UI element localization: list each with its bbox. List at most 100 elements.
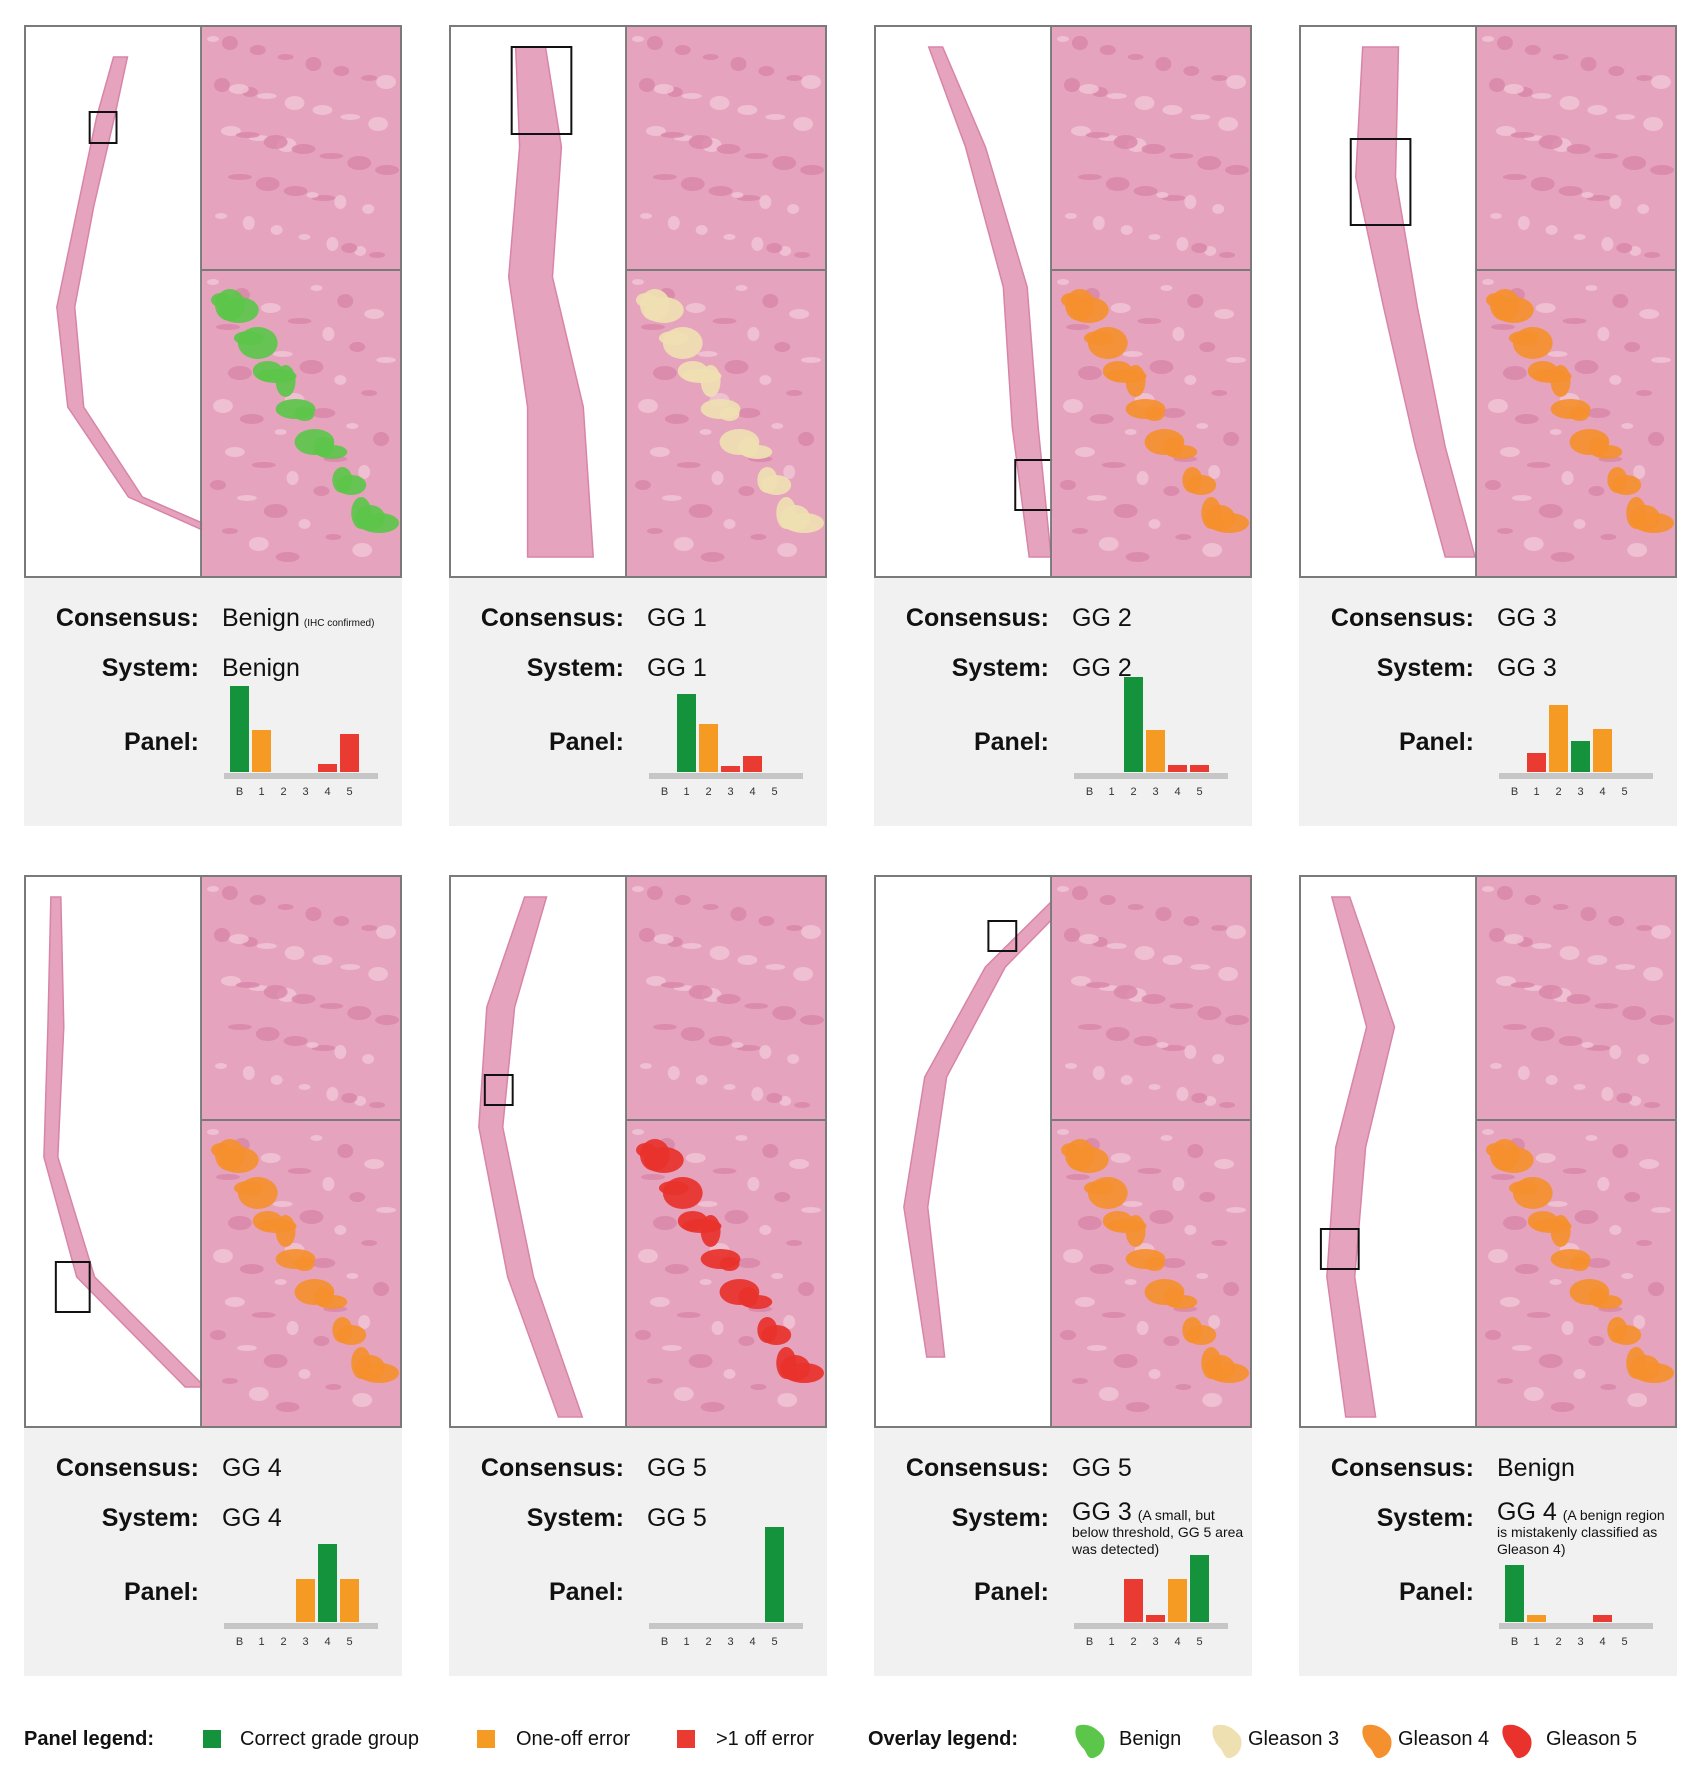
region-box [54,1261,91,1313]
overview-thumbnail [1349,46,1477,558]
tick-label: 3 [1577,1636,1584,1648]
panel-chart: B 1 2 3 4 5 [1499,1523,1653,1648]
overlay-region [1209,513,1250,533]
gleason4-overlay-label: Gleason 4 [1398,1728,1490,1750]
system-value: GG 2 [1072,654,1132,682]
panel-label: Panel: [973,1578,1049,1606]
tick-label: 5 [346,1636,353,1648]
system-value: GG 4 [222,1504,282,1532]
grading-info: Consensus: GG 1 System: GG 1 Panel: B 1 2 3 4 5 [449,578,827,826]
grading-info: Consensus: Benign System: GG 4 (A benign reg… [1299,1428,1677,1676]
overlay-region [317,1295,348,1309]
overlay-region [1569,407,1590,421]
overlay-region [336,475,367,495]
overlay-region [218,1147,259,1173]
tick-label: 5 [1621,1636,1628,1648]
tick-label: 2 [1130,1636,1137,1648]
grading-info: Consensus: Benign (IHC confirmed) System: Be… [24,578,402,826]
consensus-grade: Benign [1497,1454,1575,1482]
gleason5-overlay-label: Gleason 5 [1546,1728,1638,1750]
system-value: GG 3 [1497,654,1557,682]
zoom-overlay-image [202,271,400,576]
tick-label: 1 [1533,786,1540,798]
overlay-region [784,1363,825,1383]
overlay-region [1087,327,1128,359]
tick-label: B [235,786,244,798]
overlay-region [359,513,400,533]
tick-label: 1 [258,786,265,798]
overlay-region [719,407,740,421]
overlay-region [1087,1177,1128,1209]
tick-label: 1 [683,1636,690,1648]
panel-bar-2 [1124,1579,1143,1622]
tick-label: 4 [1599,786,1606,798]
chart-axis [1499,773,1653,779]
consensus-label: Consensus: [480,604,624,632]
overlay-region [1634,513,1675,533]
system-grade: GG 3 [1072,1498,1132,1526]
overlay-region [700,365,721,397]
tick-label: 3 [727,1636,734,1648]
system-note: (A benign region is mistakenly classifie… [1497,1507,1665,1557]
panel-label: Panel: [1398,728,1474,756]
overlay-region [1512,327,1553,359]
gleason3-overlay-icon [1212,1724,1242,1759]
system-value: GG 1 [647,654,707,682]
panel-bar-5 [340,1579,359,1622]
consensus-grade: GG 4 [222,1454,282,1482]
panel-bar-3 [721,766,740,772]
tick-label: 1 [258,1636,265,1648]
panel-bar-1 [1527,1615,1546,1622]
tick-label: 4 [324,1636,331,1648]
zoom-overlay-image [202,1121,400,1426]
slide-images [24,875,402,1428]
zoom-overlay-image [1477,1121,1675,1426]
slide-images [24,25,402,578]
panel-bar-1 [677,694,696,772]
slide-images [449,25,827,578]
one-off-swatch [477,1730,495,1748]
tick-label: 1 [1108,786,1115,798]
overlay-region [317,445,348,459]
chart-axis [1074,773,1228,779]
system-label: System: [526,1504,624,1532]
slide-images [1299,875,1677,1428]
consensus-value: GG 5 [1072,1454,1132,1483]
consensus-label: Consensus: [905,604,1049,632]
system-label: System: [526,654,624,682]
overview-thumbnail [1319,896,1396,1418]
panel-bar-1 [252,730,271,772]
panel-label: Panel: [123,728,199,756]
tick-label: 1 [1108,1636,1115,1648]
tick-label: 4 [749,1636,756,1648]
overlay-region [1068,297,1109,323]
tick-label: 5 [1196,786,1203,798]
tick-label: 4 [1599,1636,1606,1648]
system-label: System: [1376,1504,1474,1532]
panel-bar-1 [1527,753,1546,772]
system-label: System: [1376,654,1474,682]
panel-bar-3 [1146,730,1165,772]
overlay-region [643,297,684,323]
panel-bar-2 [1124,677,1143,772]
gleason4-overlay-icon [1362,1724,1392,1759]
overlay-region [359,1363,400,1383]
overview-thumbnail [507,46,595,558]
overlay-region [1167,1295,1198,1309]
consensus-grade: GG 1 [647,604,707,632]
panel-label: Panel: [123,1578,199,1606]
tick-label: 2 [705,1636,712,1648]
zoom-overlay-image [1477,271,1675,576]
zoom-he-image [202,877,400,1120]
overlay-region [662,1177,703,1209]
panel-bar-2 [699,724,718,772]
system-value: GG 4 (A benign region is mistakenly class… [1497,1500,1672,1558]
tick-label: 5 [1621,786,1628,798]
zoom-he-image [1052,27,1250,270]
consensus-value: GG 3 [1497,604,1557,633]
system-value: GG 5 [647,1504,707,1532]
correct-label: Correct grade group [240,1728,419,1750]
overlay-region [237,1177,278,1209]
overlay-region [742,1295,773,1309]
overlay-region [275,365,296,397]
